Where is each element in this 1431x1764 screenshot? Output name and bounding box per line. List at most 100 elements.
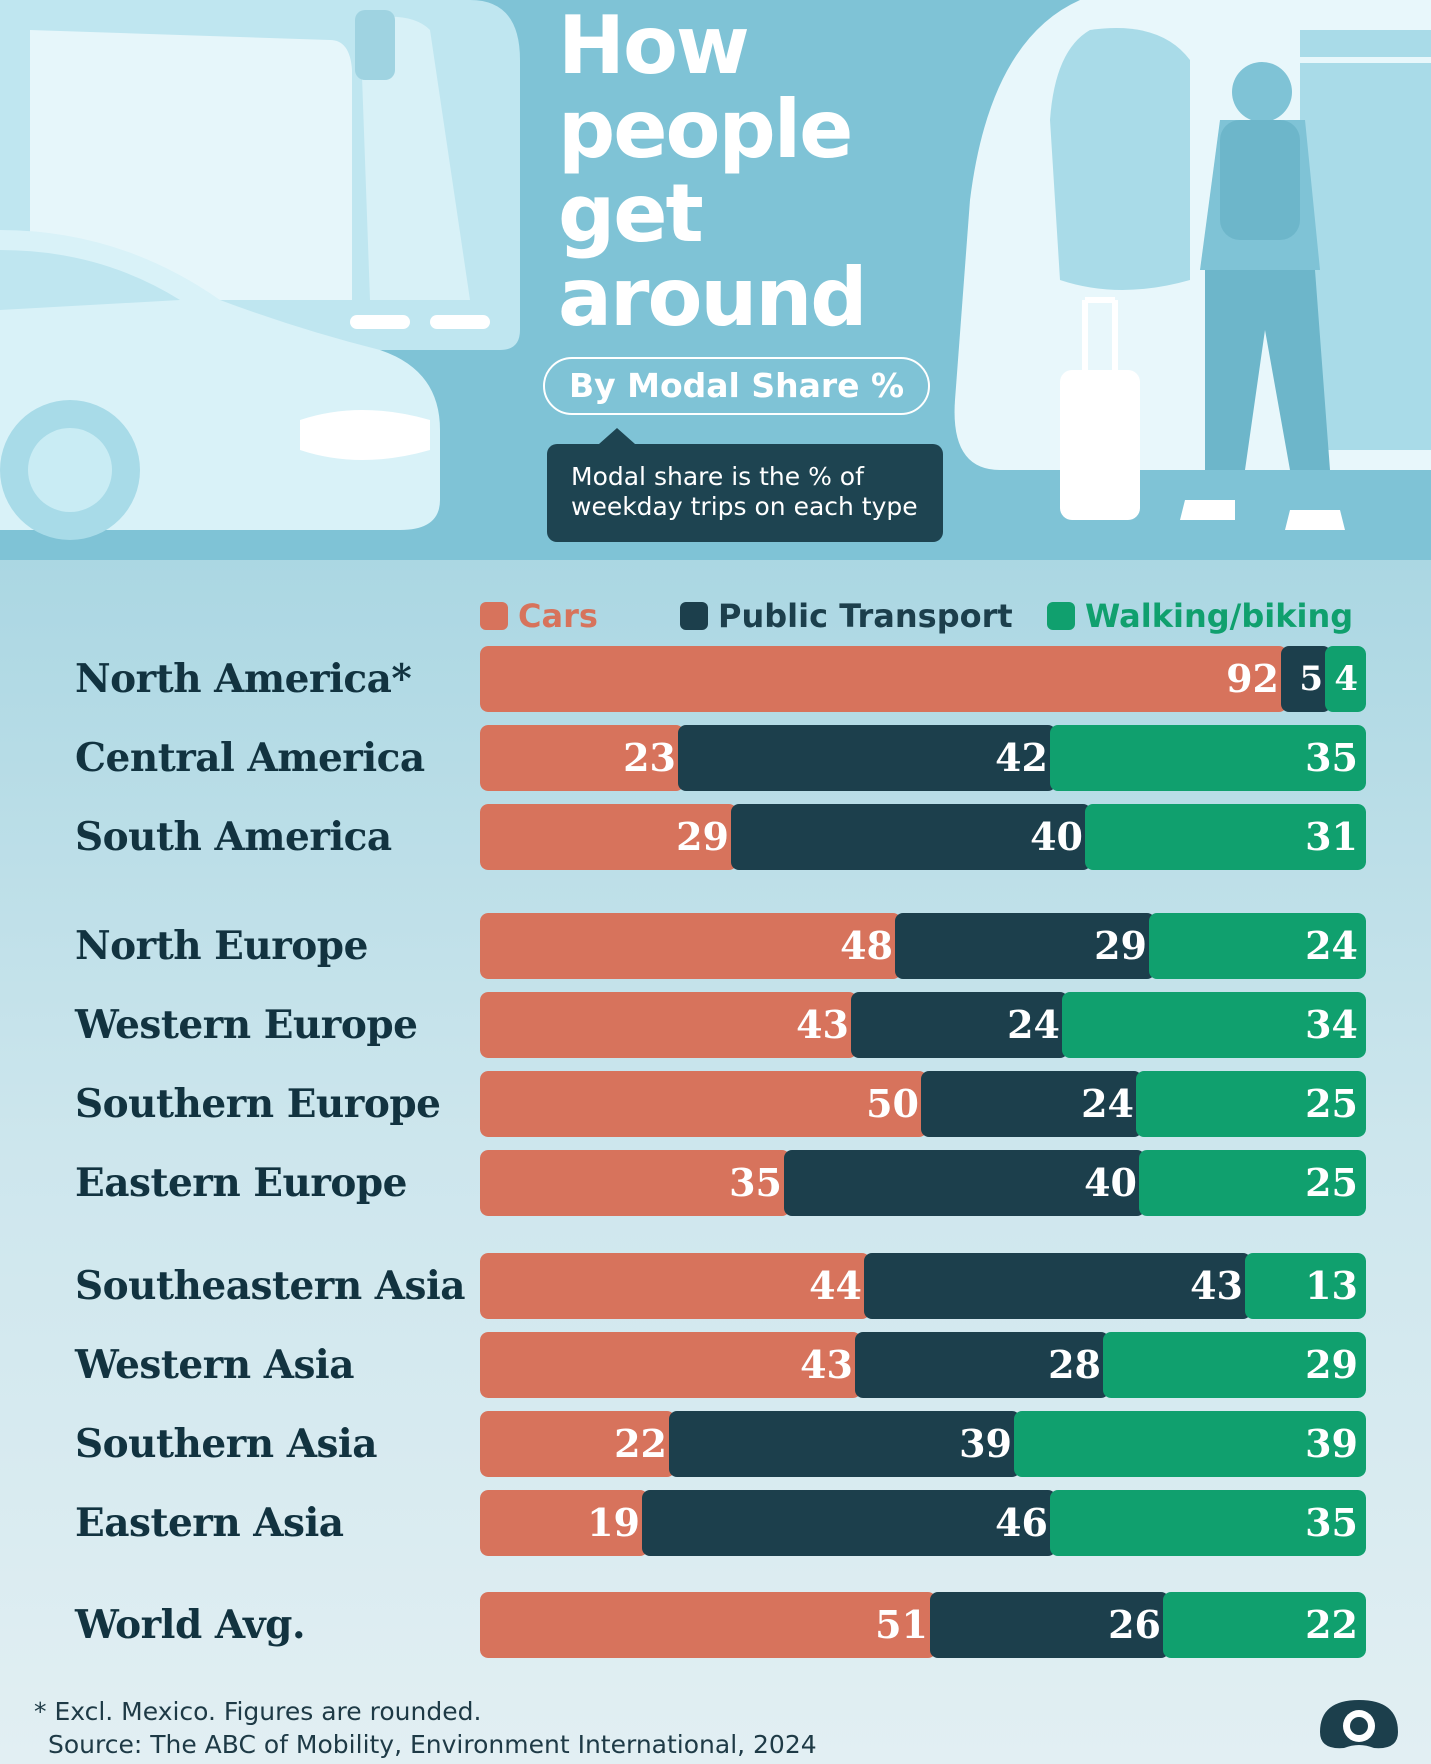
bar-segment-public-transport: [678, 725, 1056, 791]
legend-swatch-public-transport: [680, 602, 708, 630]
chart-legend: Cars Public Transport Walking/biking: [480, 596, 1400, 636]
row-label: World Avg.: [75, 1602, 306, 1648]
data-label-cars: 23: [623, 735, 676, 780]
bar-segment-walking-biking: [1050, 1490, 1366, 1556]
car-illustration-icon: [0, 230, 440, 540]
row-label: Southeastern Asia: [75, 1263, 466, 1309]
bar-segment-cars: [480, 1150, 790, 1216]
bar-row: 43 28 29: [480, 1332, 1366, 1398]
footnote-text: * Excl. Mexico. Figures are rounded.: [34, 1697, 482, 1726]
data-label-cars: 43: [800, 1342, 853, 1387]
data-label-public-transport: 29: [1094, 923, 1147, 968]
bar-segment-public-transport: [921, 1071, 1142, 1137]
row-label: North America*: [75, 656, 412, 702]
bar-row: 29 40 31: [480, 804, 1366, 870]
data-label-walking-biking: 39: [1305, 1421, 1358, 1466]
data-label-cars: 51: [875, 1602, 928, 1647]
bar-segment-public-transport: [851, 992, 1068, 1058]
bar-segment-walking-biking: [1149, 913, 1366, 979]
bar-segment-walking-biking: [1245, 1253, 1366, 1319]
data-label-cars: 35: [729, 1160, 782, 1205]
hero-illustration: [0, 0, 1431, 560]
data-label-cars: 43: [796, 1002, 849, 1047]
bar-segment-walking-biking: [1062, 992, 1366, 1058]
row-label: Southern Asia: [75, 1421, 378, 1467]
bar-segment-cars: [480, 646, 1287, 712]
bar-segment-cars: [480, 1490, 648, 1556]
bar-segment-public-transport: [864, 1253, 1251, 1319]
legend-label-public-transport: Public Transport: [718, 597, 1013, 635]
note-line: Modal share is the % of: [571, 462, 864, 491]
bar-segment-public-transport: [930, 1592, 1169, 1658]
data-label-cars: 29: [676, 814, 729, 859]
train-illustration-icon: [954, 0, 1431, 470]
bar-row: 23 42 35: [480, 725, 1366, 791]
data-label-public-transport: 24: [1007, 1002, 1060, 1047]
title-line: get: [558, 167, 704, 260]
legend-item-public-transport: Public Transport: [680, 596, 1013, 636]
data-label-walking-biking: 25: [1305, 1160, 1358, 1205]
data-label-walking-biking: 25: [1305, 1081, 1358, 1126]
data-label-walking-biking: 24: [1305, 923, 1358, 968]
bar-segment-walking-biking: [1325, 646, 1366, 712]
bar-row: 51 26 22: [480, 1592, 1366, 1658]
data-label-cars: 50: [866, 1081, 919, 1126]
data-label-walking-biking: 34: [1305, 1002, 1358, 1047]
bar-segment-cars: [480, 1332, 861, 1398]
data-label-walking-biking: 4: [1334, 659, 1358, 699]
bar-row: 35 40 25: [480, 1150, 1366, 1216]
data-label-public-transport: 42: [995, 735, 1048, 780]
bar-segment-cars: [480, 913, 901, 979]
title-line: How: [558, 0, 750, 92]
data-label-walking-biking: 22: [1305, 1602, 1358, 1647]
bar-row: 48 29 24: [480, 913, 1366, 979]
data-label-public-transport: 24: [1081, 1081, 1134, 1126]
bar-segment-walking-biking: [1163, 1592, 1366, 1658]
chart-title: How people get around: [558, 0, 868, 344]
data-label-cars: 22: [614, 1421, 667, 1466]
bar-row: 92 5 4: [480, 646, 1366, 712]
bar-segment-walking-biking: [1085, 804, 1366, 870]
bar-row: 50 24 25: [480, 1071, 1366, 1137]
chart-subtitle: By Modal Share %: [543, 357, 931, 415]
bar-row: 43 24 34: [480, 992, 1366, 1058]
bar-segment-public-transport: [731, 804, 1091, 870]
data-label-walking-biking: 35: [1305, 1500, 1358, 1545]
legend-swatch-walking-biking: [1047, 602, 1075, 630]
bar-segment-public-transport: [642, 1490, 1056, 1556]
bar-segment-cars: [480, 1071, 927, 1137]
data-label-public-transport: 40: [1084, 1160, 1137, 1205]
data-label-public-transport: 46: [995, 1500, 1048, 1545]
bar-segment-walking-biking: [1103, 1332, 1366, 1398]
data-label-walking-biking: 29: [1305, 1342, 1358, 1387]
data-label-walking-biking: 31: [1305, 814, 1358, 859]
bar-segment-cars: [480, 992, 857, 1058]
data-label-walking-biking: 13: [1305, 1263, 1358, 1308]
data-label-public-transport: 5: [1299, 659, 1323, 699]
data-label-cars: 92: [1226, 656, 1279, 701]
source-text: Source: The ABC of Mobility, Environment…: [48, 1730, 817, 1759]
bar-segment-public-transport: [1281, 646, 1331, 712]
bar-row: 22 39 39: [480, 1411, 1366, 1477]
bar-segment-cars: [480, 804, 737, 870]
data-label-cars: 19: [587, 1500, 640, 1545]
bar-segment-walking-biking: [1014, 1411, 1366, 1477]
bar-segment-cars: [480, 1411, 675, 1477]
row-label: Southern Europe: [75, 1081, 441, 1127]
data-label-public-transport: 26: [1108, 1602, 1161, 1647]
traveller-illustration-icon: [1060, 62, 1345, 530]
data-label-cars: 44: [809, 1263, 862, 1308]
bar-segment-public-transport: [855, 1332, 1109, 1398]
legend-item-walking-biking: Walking/biking: [1047, 596, 1353, 636]
bar-segment-cars: [480, 1253, 870, 1319]
data-label-public-transport: 28: [1048, 1342, 1101, 1387]
bar-segment-walking-biking: [1139, 1150, 1366, 1216]
data-label-cars: 48: [840, 923, 893, 968]
legend-swatch-cars: [480, 602, 508, 630]
bar-row: 19 46 35: [480, 1490, 1366, 1556]
bar-segment-public-transport: [895, 913, 1155, 979]
modal-share-note: Modal share is the % of weekday trips on…: [547, 428, 943, 542]
legend-item-cars: Cars: [480, 596, 598, 636]
row-label: Western Asia: [75, 1342, 355, 1388]
title-line: around: [558, 251, 868, 344]
